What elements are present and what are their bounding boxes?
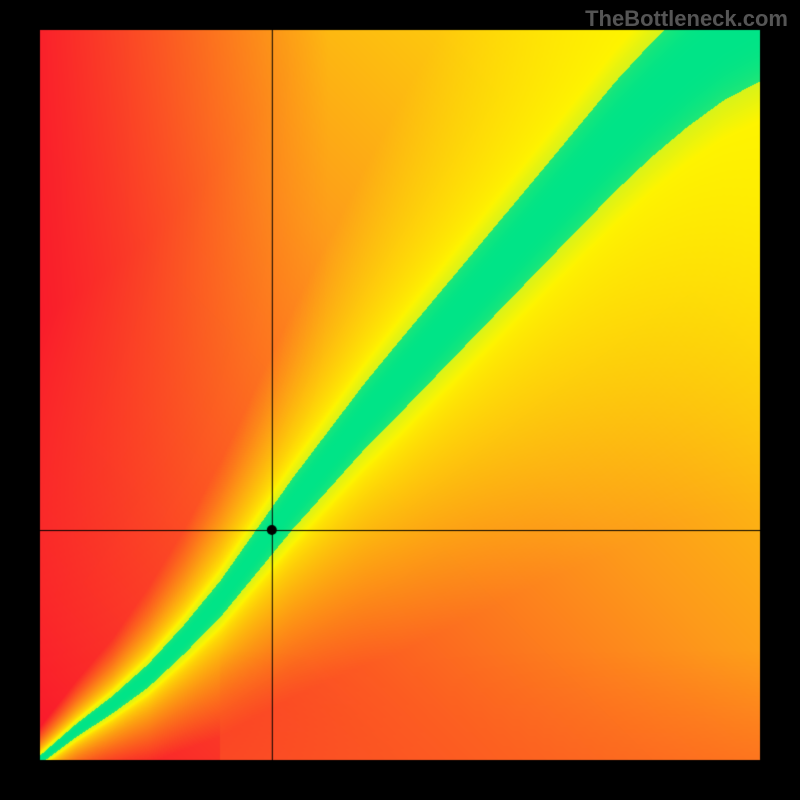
watermark-text: TheBottleneck.com — [585, 6, 788, 32]
heatmap-canvas — [0, 0, 800, 800]
